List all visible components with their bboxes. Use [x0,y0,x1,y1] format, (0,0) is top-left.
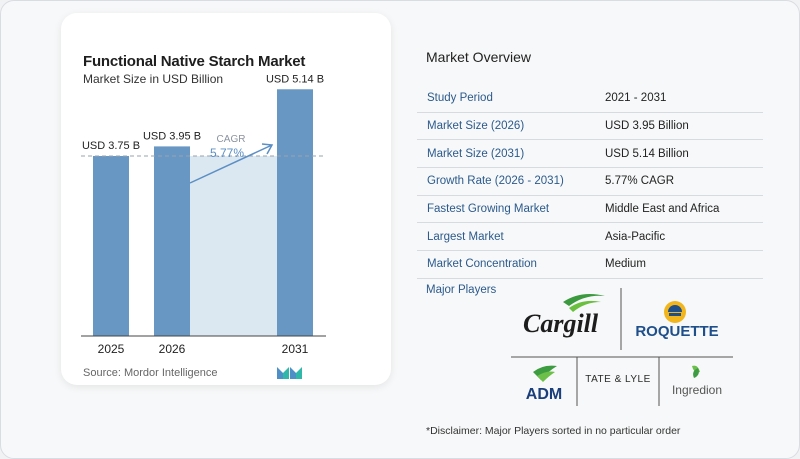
overview-row-label: Market Concentration [427,258,537,271]
svg-text:ROQUETTE: ROQUETTE [635,323,718,340]
chart-subtitle: Market Size in USD Billion [83,72,224,86]
growth-shade [190,156,277,336]
adm-logo: ADM [526,365,562,403]
overview-row-value: USD 5.14 Billion [605,147,689,160]
cagr-label: CAGR [217,134,246,145]
overview-row-label: Study Period [427,92,493,105]
overview-row: Study Period 2021 - 2031 [417,85,763,113]
overview-row: Market Size (2031) USD 5.14 Billion [417,140,763,169]
overview-row-label: Growth Rate (2026 - 2031) [427,175,564,188]
major-players-label: Major Players [426,284,497,296]
overview-row: Fastest Growing Market Middle East and Af… [417,196,763,224]
overview-row-label: Fastest Growing Market [427,203,550,216]
bar [154,146,190,336]
svg-text:ADM: ADM [526,386,562,403]
x-tick-label: 2031 [282,342,309,356]
x-tick-label: 2026 [159,342,186,356]
overview-row-value: Medium [605,258,646,271]
overview-title: Market Overview [426,49,532,65]
roquette-logo: ROQUETTE [635,301,719,340]
overview-table: Study Period 2021 - 2031 Market Size (2026… [417,85,763,279]
overview-row-value: 5.77% CAGR [605,175,675,188]
bar-value-label: USD 3.75 B [82,140,140,152]
cagr-value: 5.77% [210,146,244,160]
major-players-grid: Cargill ROQUETTE ADM TATE & LYLE Ingredi… [511,288,733,406]
bar [277,89,313,336]
mordor-intelligence-logo [277,367,302,379]
x-tick-label: 2025 [98,342,125,356]
source-text: Source: Mordor Intelligence [83,367,218,379]
cargill-logo: Cargill [523,294,605,338]
ingredion-logo: Ingredion [672,365,722,397]
overview-row: Largest Market Asia-Pacific [417,223,763,252]
svg-text:Cargill: Cargill [523,309,599,338]
overview-row: Market Concentration Medium [417,251,763,279]
overview-row-value: Middle East and Africa [605,203,720,216]
svg-text:TATE & LYLE: TATE & LYLE [585,374,651,385]
bar-value-label: USD 3.95 B [143,130,201,142]
disclaimer: *Disclaimer: Major Players sorted in no … [426,425,681,437]
overview-row-value: Asia-Pacific [605,230,666,243]
overview-row-label: Largest Market [427,230,504,243]
overview-row-value: 2021 - 2031 [605,92,667,105]
overview-row-value: USD 3.95 Billion [605,120,689,133]
bar [93,156,129,336]
overview-row: Growth Rate (2026 - 2031) 5.77% CAGR [417,168,763,196]
overview-row-label: Market Size (2031) [427,147,525,160]
overview-row-label: Market Size (2026) [427,120,525,133]
tate-and-lyle-logo: TATE & LYLE [585,374,651,385]
chart-title: Functional Native Starch Market [83,53,306,70]
cagr-arrow-head [261,143,274,155]
bar-value-label: USD 5.14 B [266,73,324,85]
overview-row: Market Size (2026) USD 3.95 Billion [417,113,763,141]
cagr-arrow-line [189,144,273,184]
svg-text:Ingredion: Ingredion [672,383,722,397]
